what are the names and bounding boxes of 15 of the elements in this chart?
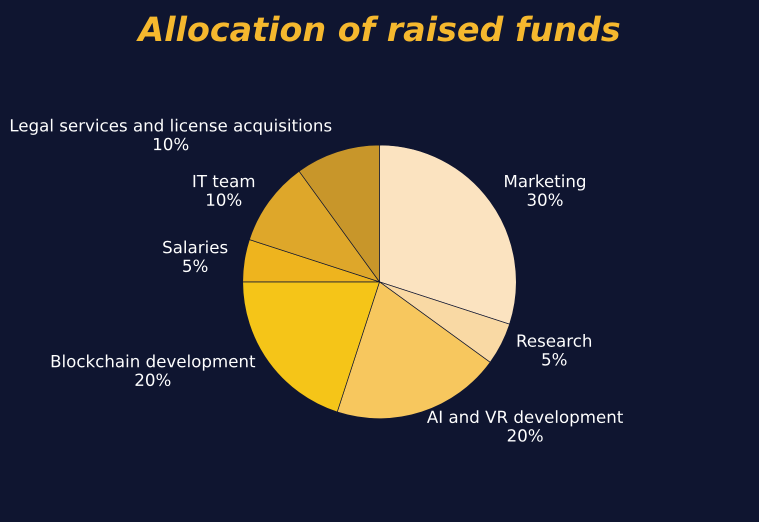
slice-label: Legal services and license acquisitions (10, 118, 332, 135)
data-label: 5% (183, 259, 208, 272)
slice-label: Research (518, 334, 592, 347)
slice-label: AI and VR development (426, 410, 623, 426)
data-label: 5% (542, 353, 567, 366)
data-label: 20% (508, 429, 543, 442)
slice-label: Blockchain development (52, 354, 256, 371)
slice-label: Salaries (163, 240, 228, 254)
data-label: 10% (207, 193, 242, 206)
chart-title: Allocation of raised funds (136, 16, 620, 42)
slice-label: IT team (194, 174, 254, 188)
data-label: 20% (136, 374, 170, 386)
slice-label: Marketing (505, 174, 585, 191)
data-label: 10% (154, 138, 188, 150)
data-label: 30% (528, 193, 563, 206)
